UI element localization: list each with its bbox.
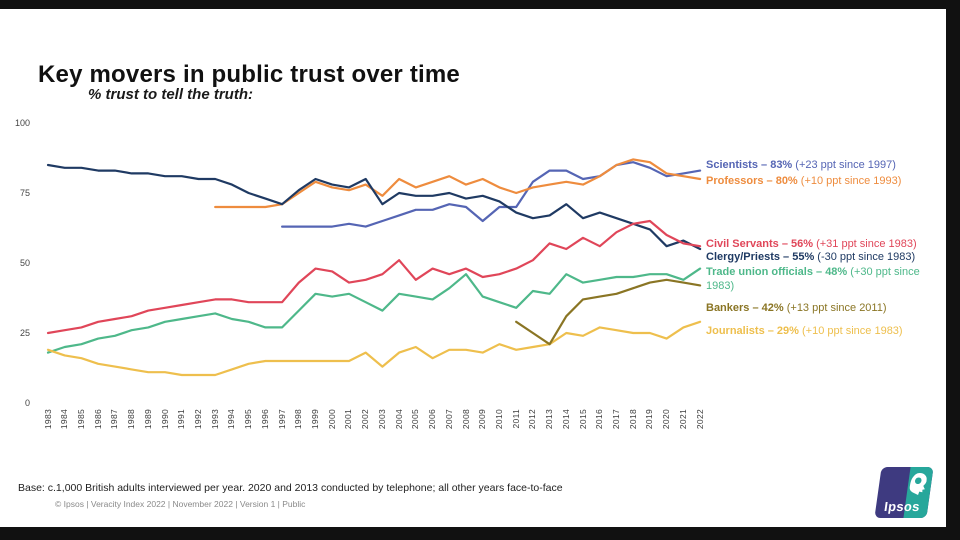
x-tick-label: 1985: [75, 409, 86, 430]
x-tick-label: 1995: [243, 409, 254, 430]
series-line-journalists: [46, 320, 702, 377]
x-tick-label: 2017: [610, 409, 621, 430]
x-tick-label: 2003: [376, 409, 387, 430]
series-label-change: (+31 ppt since 1983): [813, 238, 917, 250]
ipsos-logo: Ipsos: [874, 467, 934, 518]
x-tick-label: 1990: [159, 409, 170, 430]
x-tick-label: 1997: [276, 409, 287, 430]
series-line-scientists: [281, 161, 702, 228]
x-tick-label: 2018: [627, 409, 638, 430]
y-tick-label: 75: [19, 188, 30, 198]
y-tick-label: 50: [19, 258, 30, 268]
series-label-value: Civil Servants – 56%: [706, 238, 814, 250]
series-label-scientists: Scientists – 83% (+23 ppt since 1997): [706, 159, 950, 173]
x-tick-label: 1987: [109, 409, 120, 430]
x-tick-label: 2001: [343, 409, 354, 430]
series-label-value: Scientists – 83%: [706, 159, 793, 171]
series-label-professors: Professors – 80% (+10 ppt since 1993): [706, 175, 950, 189]
series-label-change: (+10 ppt since 1993): [797, 175, 902, 187]
x-tick-label: 1983: [42, 409, 53, 430]
series-label-journalists: Journalists – 29% (+10 ppt since 1983): [706, 325, 950, 339]
x-tick-label: 2007: [443, 409, 454, 430]
x-tick-label: 1996: [259, 409, 270, 430]
series-label-change: (-30 ppt since 1983): [814, 251, 916, 263]
y-tick-label: 100: [14, 118, 30, 128]
series-line-bankers: [515, 278, 702, 346]
right-black-bar: [946, 0, 960, 540]
series-line-civil-servants: [46, 219, 702, 335]
x-tick-label: 2015: [577, 409, 588, 430]
x-tick-label: 1986: [92, 409, 103, 430]
x-tick-label: 2016: [594, 409, 605, 430]
x-tick-label: 2002: [360, 409, 371, 430]
x-tick-label: 2014: [560, 409, 571, 430]
x-tick-label: 2013: [544, 409, 555, 430]
x-tick-label: 2006: [427, 409, 438, 430]
series-label-change: (+10 ppt since 1983): [798, 325, 903, 337]
y-tick-label: 0: [24, 398, 30, 408]
x-tick-label: 2010: [493, 409, 504, 430]
x-tick-label: 1989: [142, 409, 153, 430]
top-black-bar: [0, 0, 960, 9]
x-tick-label: 2019: [644, 409, 655, 430]
x-tick-label: 2000: [326, 409, 337, 430]
series-line-clergy-priests: [46, 163, 702, 251]
series-line-professors: [214, 158, 702, 209]
series-label-value: Trade union officials – 48%: [706, 266, 848, 278]
x-tick-label: 2008: [460, 409, 471, 430]
x-tick-label: 1992: [192, 409, 203, 430]
x-tick-label: 1998: [293, 409, 304, 430]
series-label-trade-union-officials: Trade union officials – 48% (+30 ppt sin…: [706, 266, 950, 293]
x-tick-label: 2005: [410, 409, 421, 430]
x-tick-label: 2011: [510, 409, 521, 429]
chart-subtitle: % trust to tell the truth:: [88, 86, 253, 103]
copyright-note: © Ipsos | Veracity Index 2022 | November…: [55, 499, 306, 509]
x-tick-label: 2022: [694, 409, 705, 430]
x-tick-label: 1993: [209, 409, 220, 430]
x-tick-label: 2021: [677, 409, 688, 430]
series-label-clergy-priests: Clergy/Priests – 55% (-30 ppt since 1983…: [706, 251, 950, 265]
series-label-civil-servants: Civil Servants – 56% (+31 ppt since 1983…: [706, 238, 950, 252]
x-tick-label: 1991: [176, 409, 187, 430]
x-tick-label: 2012: [527, 409, 538, 430]
page-title: Key movers in public trust over time: [38, 61, 460, 89]
series-label-value: Professors – 80%: [706, 175, 798, 187]
series-line-trade-union-officials: [46, 267, 702, 354]
x-tick-label: 2009: [477, 409, 488, 430]
bottom-black-bar: [0, 527, 960, 540]
series-label-value: Clergy/Priests – 55%: [706, 251, 815, 263]
x-tick-label: 1994: [226, 409, 237, 430]
x-tick-label: 1988: [126, 409, 137, 430]
y-tick-label: 25: [19, 328, 30, 338]
series-label-change: (+30 ppt since 1983): [706, 266, 920, 292]
base-note: Base: c.1,000 British adults interviewed…: [18, 482, 563, 494]
x-tick-label: 1984: [59, 409, 70, 430]
series-label-value: Bankers – 42%: [706, 302, 784, 314]
series-label-bankers: Bankers – 42% (+13 ppt since 2011): [706, 302, 950, 316]
x-tick-label: 2004: [393, 409, 404, 430]
face-profile-icon: [909, 473, 927, 495]
x-tick-label: 2020: [661, 409, 672, 430]
series-label-change: (+23 ppt since 1997): [792, 159, 896, 171]
series-label-change: (+13 ppt since 2011): [783, 302, 887, 314]
logo-wordmark: Ipsos: [883, 499, 921, 514]
series-label-value: Journalists – 29%: [706, 325, 799, 337]
x-tick-label: 1999: [310, 409, 321, 430]
